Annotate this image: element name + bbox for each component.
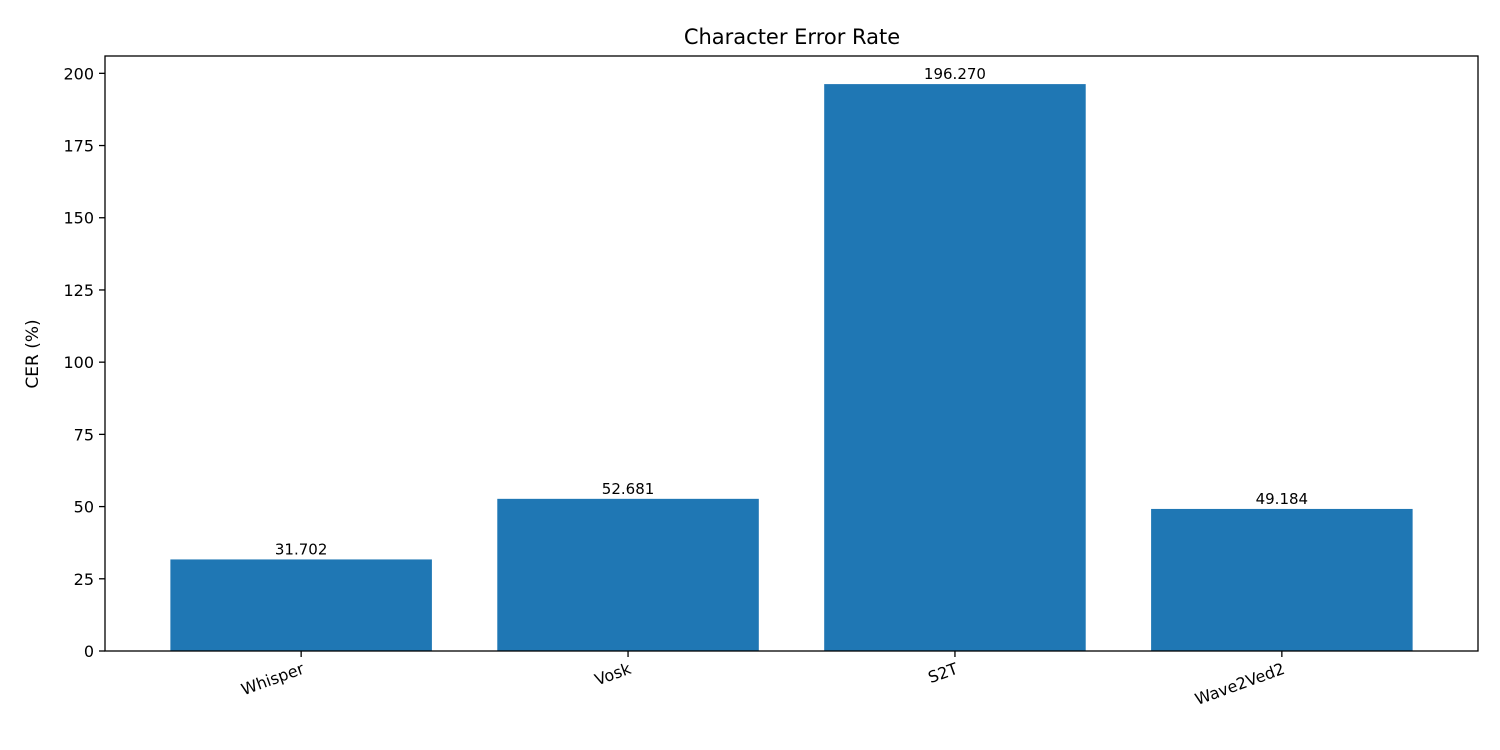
y-tick-label: 175 bbox=[63, 137, 94, 156]
plot-frame bbox=[104, 55, 1479, 652]
bar-value-label: 31.702 bbox=[275, 540, 328, 558]
bar-s2t bbox=[824, 84, 1086, 651]
x-axis-ticks: Whisper Vosk S2T Wave2Ved2 bbox=[239, 651, 1287, 709]
y-axis-ticks: 0 25 50 75 100 125 150 175 200 bbox=[63, 64, 105, 661]
y-tick-label: 0 bbox=[84, 642, 94, 661]
bar-value-label: 52.681 bbox=[602, 480, 655, 498]
x-tick-label: Vosk bbox=[592, 659, 634, 690]
x-tick-label: S2T bbox=[926, 659, 961, 687]
bar-vosk bbox=[497, 498, 759, 651]
y-tick-label: 150 bbox=[63, 209, 94, 228]
chart-title: Character Error Rate bbox=[684, 25, 900, 49]
bar-labels-group: 31.702 52.681 196.270 49.184 bbox=[275, 65, 1308, 558]
y-axis-label: CER (%) bbox=[23, 319, 43, 388]
y-tick-label: 125 bbox=[63, 281, 94, 300]
x-tick-label: Wave2Ved2 bbox=[1192, 659, 1287, 709]
bar-value-label: 49.184 bbox=[1256, 490, 1309, 508]
y-tick-label: 25 bbox=[74, 570, 94, 589]
y-tick-label: 100 bbox=[63, 353, 94, 372]
y-tick-label: 200 bbox=[63, 64, 94, 83]
bar-value-label: 196.270 bbox=[924, 65, 986, 83]
y-tick-label: 50 bbox=[74, 498, 94, 517]
y-tick-label: 75 bbox=[74, 425, 94, 444]
bars-group bbox=[170, 84, 1413, 651]
x-tick-label: Whisper bbox=[239, 659, 307, 699]
bar-wave2ved2 bbox=[1151, 508, 1413, 651]
bar-whisper bbox=[170, 559, 432, 651]
